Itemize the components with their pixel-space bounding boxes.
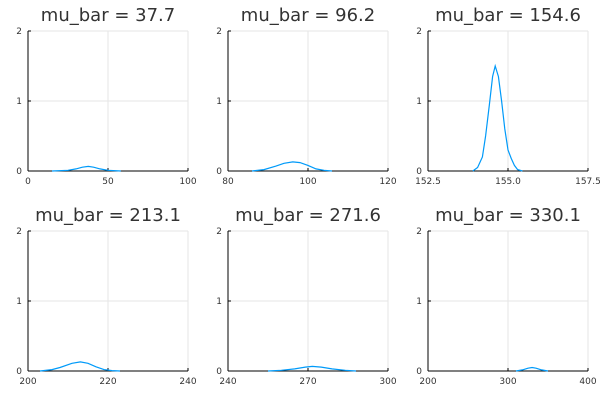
subplot-title: mu_bar = 213.1	[35, 205, 181, 226]
y-tick-label: 1	[416, 97, 422, 107]
x-tick-label: 0	[25, 177, 31, 187]
y-tick-label: 2	[416, 27, 422, 37]
y-tick-label: 1	[16, 297, 22, 307]
y-tick-label: 1	[16, 97, 22, 107]
x-tick-label: 270	[299, 377, 316, 387]
x-tick-label: 100	[179, 177, 196, 187]
x-tick-label: 155.0	[495, 177, 521, 187]
subplot-1: mu_bar = 37.7 0 50 100 0 1 2	[16, 5, 197, 187]
x-tick-label: 300	[379, 377, 396, 387]
y-tick-label: 2	[216, 227, 222, 237]
x-tick-label: 50	[102, 177, 114, 187]
x-tick-label: 100	[299, 177, 316, 187]
y-tick-label: 2	[16, 227, 22, 237]
x-tick-label: 220	[99, 377, 116, 387]
y-tick-label: 0	[16, 167, 22, 177]
subplot-6: mu_bar = 330.1 200 300 400 0 1 2	[416, 205, 597, 387]
subplot-3: mu_bar = 154.6 152.5 155.0 157.5 0 1 2	[415, 5, 600, 187]
density-curve	[51, 165, 121, 172]
y-tick-label: 2	[216, 27, 222, 37]
subplot-4: mu_bar = 213.1 200 220 240 0 1 2	[16, 205, 197, 387]
y-tick-label: 2	[16, 27, 22, 37]
subplot-title: mu_bar = 96.2	[241, 5, 375, 26]
density-curve	[515, 366, 549, 372]
density-curve	[267, 365, 357, 372]
y-tick-label: 0	[416, 367, 422, 377]
density-curve	[251, 161, 333, 172]
x-tick-label: 157.5	[575, 177, 600, 187]
y-tick-label: 0	[16, 367, 22, 377]
x-tick-label: 240	[179, 377, 196, 387]
subplot-title: mu_bar = 37.7	[41, 5, 175, 26]
x-tick-label: 200	[19, 377, 36, 387]
x-tick-label: 80	[222, 177, 234, 187]
subplot-5: mu_bar = 271.6 240 270 300 0 1 2	[216, 205, 397, 387]
y-tick-label: 1	[216, 297, 222, 307]
density-curve	[39, 361, 121, 372]
y-tick-label: 1	[416, 297, 422, 307]
y-tick-label: 0	[216, 167, 222, 177]
x-tick-label: 200	[419, 377, 436, 387]
x-tick-label: 120	[379, 177, 396, 187]
subplot-title: mu_bar = 154.6	[435, 5, 581, 26]
y-tick-label: 0	[416, 167, 422, 177]
x-tick-label: 240	[219, 377, 236, 387]
y-tick-label: 0	[216, 367, 222, 377]
x-tick-label: 300	[499, 377, 516, 387]
subplot-title: mu_bar = 271.6	[235, 205, 381, 226]
density-curve	[472, 63, 523, 172]
x-tick-label: 400	[579, 377, 596, 387]
x-tick-label: 152.5	[415, 177, 441, 187]
y-tick-label: 2	[416, 227, 422, 237]
subplot-2: mu_bar = 96.2 80 100 120 0 1 2	[216, 5, 397, 187]
subplot-title: mu_bar = 330.1	[435, 205, 581, 226]
y-tick-label: 1	[216, 97, 222, 107]
